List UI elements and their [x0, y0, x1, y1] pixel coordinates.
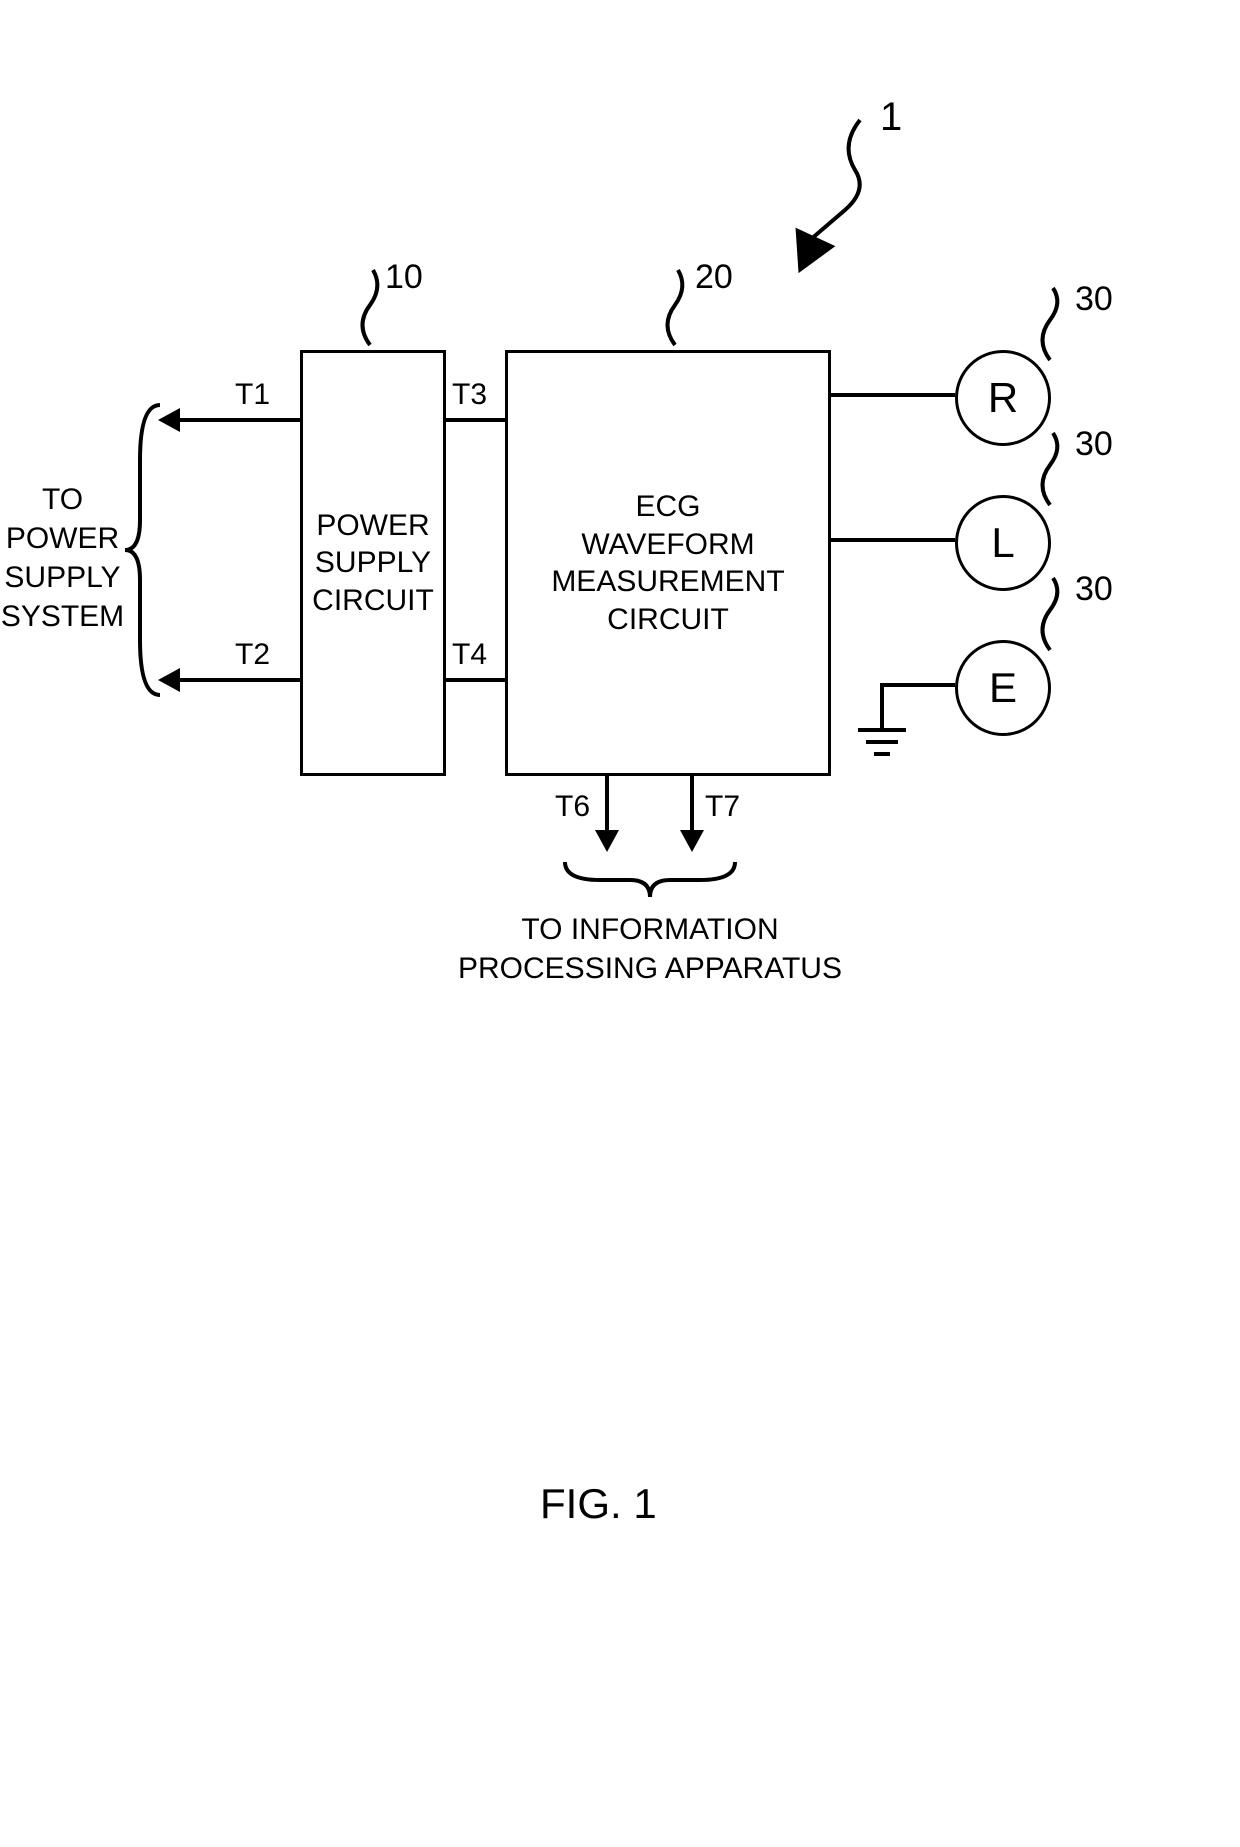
power-supply-label: POWER SUPPLY CIRCUIT: [312, 507, 434, 620]
e-ground-stem: [880, 683, 884, 728]
l-conn-line: [828, 538, 955, 542]
t4-label: T4: [452, 638, 487, 672]
ref-20-label: 20: [695, 258, 733, 297]
diagram-canvas: 1 POWER SUPPLY CIRCUIT 10 ECG WAVEFORM M…: [0, 0, 1240, 1847]
t3-label: T3: [452, 378, 487, 412]
ecg-block: ECG WAVEFORM MEASUREMENT CIRCUIT: [505, 350, 831, 776]
t7-label: T7: [705, 790, 740, 824]
electrode-r-letter: R: [988, 374, 1018, 422]
to-power-supply-label: TO POWER SUPPLY SYSTEM: [0, 480, 125, 636]
ground-bar-1: [858, 728, 906, 732]
t4-line: [443, 678, 505, 682]
ref-30-e-label: 30: [1075, 570, 1113, 609]
t6-arrowhead: [595, 830, 619, 852]
t3-line: [443, 418, 505, 422]
electrode-l-letter: L: [991, 519, 1014, 567]
ground-bar-3: [874, 752, 890, 756]
electrode-e-letter: E: [989, 664, 1017, 712]
e-conn-line: [880, 683, 955, 687]
t1-line: [180, 418, 300, 422]
power-supply-block: POWER SUPPLY CIRCUIT: [300, 350, 446, 776]
t2-label: T2: [235, 638, 270, 672]
t7-line: [690, 773, 694, 833]
t6-line: [605, 773, 609, 833]
ground-bar-2: [866, 740, 898, 744]
ref-1-label: 1: [880, 95, 902, 140]
t6-label: T6: [555, 790, 590, 824]
to-info-proc-label: TO INFORMATION PROCESSING APPARATUS: [440, 910, 860, 988]
r-conn-line: [828, 393, 955, 397]
ref-30-l-label: 30: [1075, 425, 1113, 464]
ref-10-label: 10: [385, 258, 423, 297]
t7-arrowhead: [680, 830, 704, 852]
figure-caption: FIG. 1: [540, 1480, 657, 1528]
ecg-block-label: ECG WAVEFORM MEASUREMENT CIRCUIT: [551, 488, 784, 638]
t1-label: T1: [235, 378, 270, 412]
bottom-brace: [560, 862, 740, 902]
left-brace: [120, 400, 170, 700]
t2-line: [180, 678, 300, 682]
ref-30-r-label: 30: [1075, 280, 1113, 319]
